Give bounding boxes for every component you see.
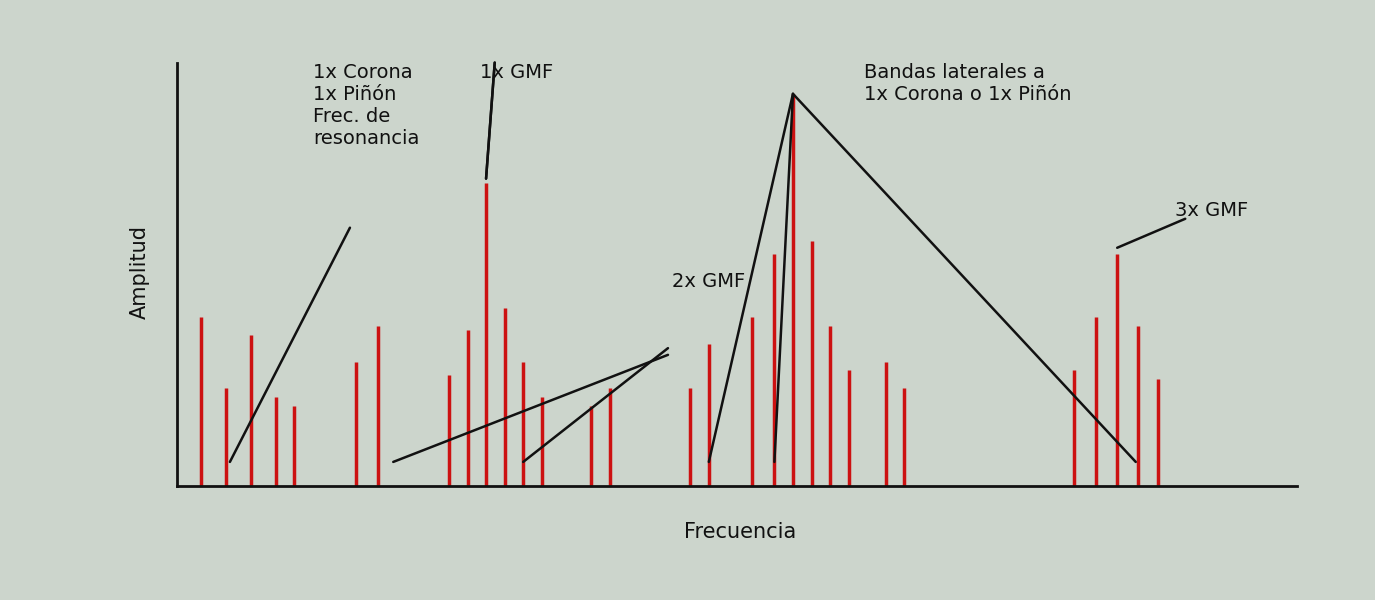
Text: Frecuencia: Frecuencia <box>683 522 796 542</box>
Text: 2x GMF: 2x GMF <box>671 272 745 292</box>
Text: 3x GMF: 3x GMF <box>1176 201 1248 220</box>
Text: Amplitud: Amplitud <box>129 226 150 319</box>
Text: 1x GMF: 1x GMF <box>480 62 553 82</box>
Text: 1x Corona
1x Piñón
Frec. de
resonancia: 1x Corona 1x Piñón Frec. de resonancia <box>312 62 419 148</box>
Text: Bandas laterales a
1x Corona o 1x Piñón: Bandas laterales a 1x Corona o 1x Piñón <box>864 62 1071 104</box>
